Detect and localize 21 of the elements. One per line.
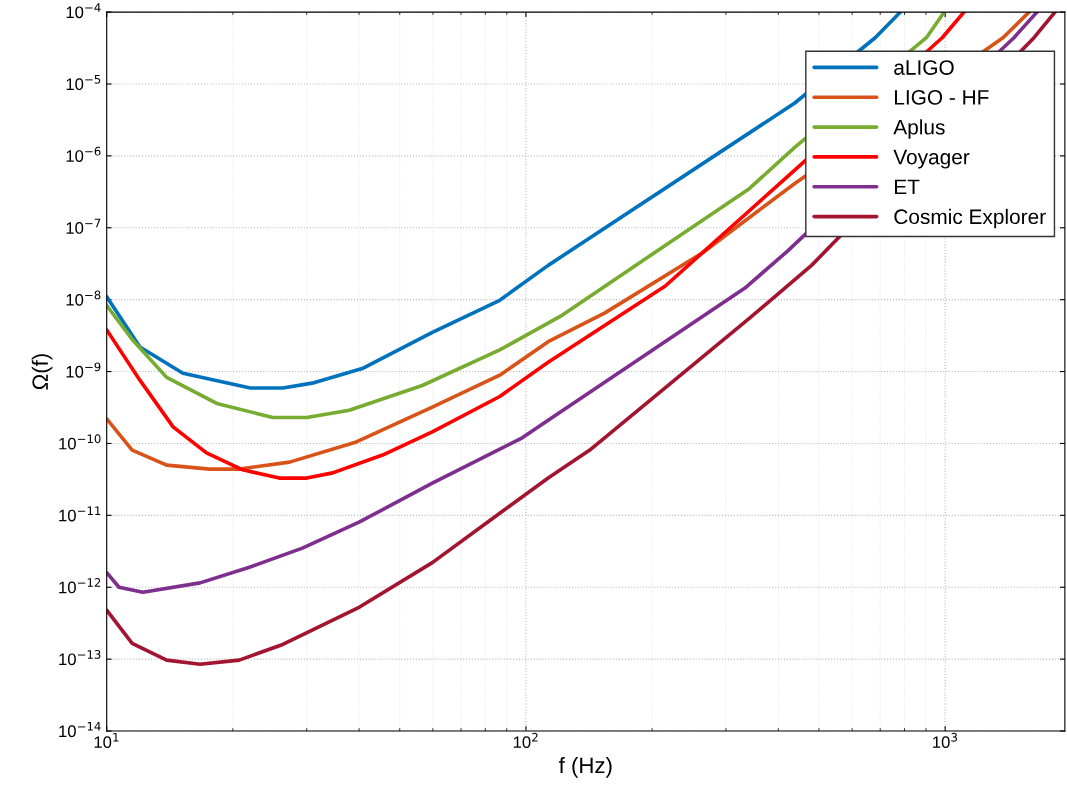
legend-label: aLIGO — [894, 60, 954, 75]
x-tick-label: 10$^{3}$ — [933, 732, 958, 749]
legend-label: Aplus — [893, 119, 945, 139]
y-tick-label: 10$^{−4}$ — [66, 3, 101, 19]
y-tick-label: 10$^{−9}$ — [66, 362, 101, 378]
legend-label: Voyager — [893, 149, 970, 169]
y-tick-label: 10$^{−6}$ — [66, 146, 101, 162]
y-tick-label: 10$^{−8}$ — [66, 290, 101, 306]
x-axis-title: f (Hz) — [558, 757, 612, 778]
y-tick-label: 10$^{−10}$ — [59, 434, 101, 450]
y-tick-label: 10$^{−11}$ — [59, 506, 101, 522]
x-tick-label: 10$^{2}$ — [513, 732, 538, 749]
legend-label: ET — [895, 179, 920, 195]
x-tick-label: 10$^{1}$ — [94, 732, 119, 749]
y-tick-label: 10$^{−12}$ — [59, 578, 101, 594]
y-axis-title: Ω(f) — [31, 354, 53, 390]
y-tick-label: 10$^{−13}$ — [59, 650, 101, 666]
legend-label: Cosmic Explorer — [894, 208, 1046, 229]
legend-label: LIGO - HF — [895, 89, 989, 105]
y-tick-label: 10$^{−5}$ — [66, 75, 101, 91]
y-tick-label: 10$^{−7}$ — [66, 218, 101, 234]
